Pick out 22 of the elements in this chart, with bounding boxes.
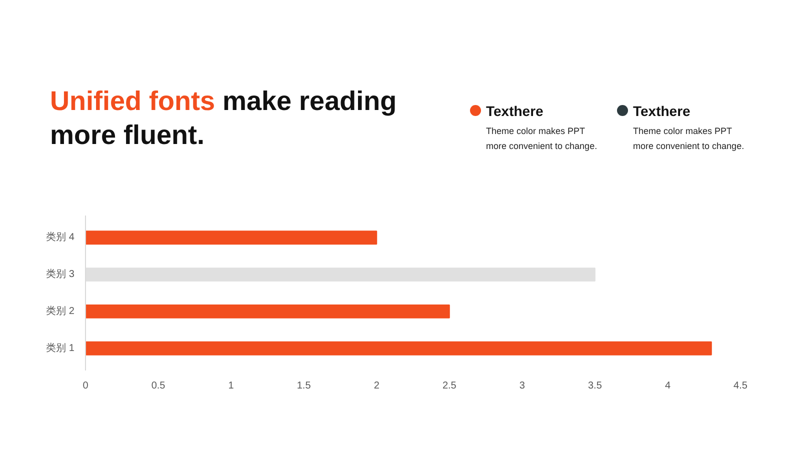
x-tick-label: 0 (82, 380, 89, 392)
text: Texthere (633, 102, 690, 121)
bar (86, 304, 450, 318)
x-tick-label: 3 (519, 380, 526, 392)
x-tick-label: 4.5 (734, 380, 748, 392)
bar (86, 230, 378, 245)
text: Texthere (486, 102, 544, 121)
x-tick-label: 2.5 (442, 380, 457, 392)
x-tick-label: 2 (374, 380, 380, 392)
y-tick-label: 类别 3 (46, 268, 75, 280)
y-tick-label: 类别 2 (46, 304, 75, 317)
text: Theme color makes PPT more convenient to change. (486, 125, 598, 153)
text: Theme color makes PPT more convenient to change. (633, 125, 746, 153)
x-tick-label: 4 (664, 380, 671, 392)
x-tick-label: 1 (228, 380, 234, 392)
y-tick-label: 类别 4 (46, 231, 75, 244)
x-tick-label: 1.5 (296, 380, 312, 392)
y-tick-label: 类别 1 (46, 342, 75, 354)
x-tick-label: 3.5 (588, 380, 602, 392)
bar (86, 341, 712, 356)
x-tick-label: 0.5 (151, 380, 166, 392)
chart-title: Unified fonts make reading more fluent. (50, 85, 398, 152)
